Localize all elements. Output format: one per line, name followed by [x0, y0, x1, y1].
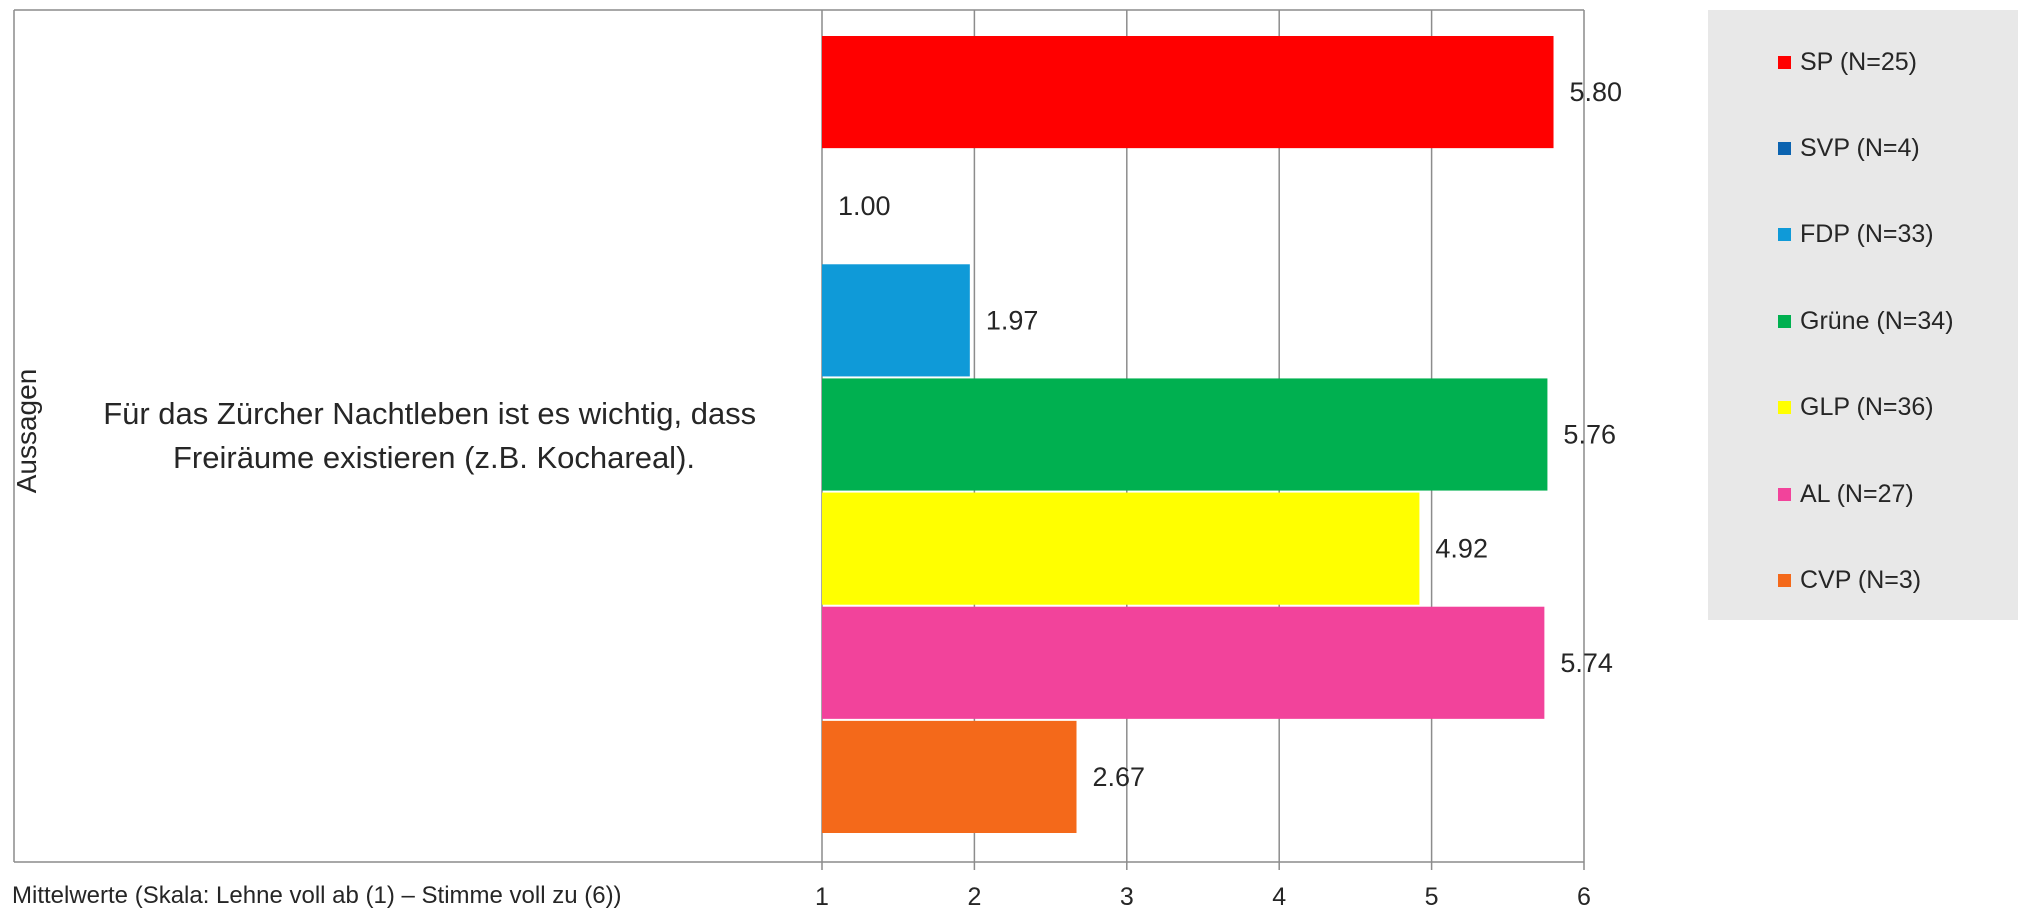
legend-swatch-svp — [1778, 142, 1791, 155]
legend-swatch-glp — [1778, 401, 1791, 414]
data-label-fdp: 1.97 — [986, 305, 1039, 335]
legend-label-cvp: CVP (N=3) — [1800, 566, 1922, 594]
bar-cvp — [822, 720, 1077, 833]
x-tick-label-4: 4 — [1272, 883, 1286, 911]
bar-gruene — [822, 378, 1548, 491]
data-label-glp: 4.92 — [1435, 534, 1488, 564]
bar-sp — [822, 36, 1554, 149]
legend-label-gruene: Grüne (N=34) — [1800, 307, 1954, 335]
legend-swatch-fdp — [1778, 228, 1791, 241]
data-label-gruene: 5.76 — [1563, 420, 1616, 450]
x-tick-label-5: 5 — [1425, 883, 1439, 911]
legend: SP (N=25) SVP (N=4) FDP (N=33) Grüne (N=… — [1708, 10, 2018, 620]
legend-swatch-sp — [1778, 56, 1791, 69]
bar-glp — [822, 492, 1420, 605]
legend-label-sp: SP (N=25) — [1800, 48, 1917, 76]
x-tick-label-6: 6 — [1577, 883, 1591, 911]
x-tick-labels: 1 2 3 4 5 6 — [815, 883, 1591, 911]
legend-swatch-gruene — [1778, 315, 1791, 328]
legend-label-glp: GLP (N=36) — [1800, 393, 1934, 421]
x-axis-title: Mittelwerte (Skala: Lehne voll ab (1) – … — [12, 882, 622, 909]
x-tick-label-1: 1 — [815, 883, 829, 911]
legend-item-fdp: FDP (N=33) — [1778, 220, 1934, 249]
legend-item-gruene: Grüne (N=34) — [1778, 307, 1954, 336]
legend-label-svp: SVP (N=4) — [1800, 134, 1920, 162]
data-labels: 5.80 1.00 1.97 5.76 4.92 5.74 2.67 — [838, 77, 1622, 792]
legend-swatch-cvp — [1778, 574, 1791, 587]
legend-label-al: AL (N=27) — [1800, 480, 1914, 508]
data-label-cvp: 2.67 — [1093, 762, 1146, 792]
data-label-al: 5.74 — [1560, 648, 1613, 678]
x-tick-label-3: 3 — [1120, 883, 1134, 911]
legend-item-cvp: CVP (N=3) — [1778, 566, 1921, 595]
category-label-line-2: Freiräume existieren (z.B. Kochareal). — [173, 440, 695, 475]
legend-item-svp: SVP (N=4) — [1778, 134, 1920, 163]
y-axis-title: Aussagen — [11, 369, 42, 494]
bars — [822, 36, 1554, 833]
bar-fdp — [822, 264, 970, 377]
plot-frame — [13, 9, 1584, 863]
data-label-svp: 1.00 — [838, 191, 891, 221]
category-label-line-1: Für das Zürcher Nachtleben ist es wichti… — [103, 396, 756, 431]
category-label: Für das Zürcher Nachtleben ist es wichti… — [103, 396, 765, 475]
bar-al — [822, 606, 1545, 719]
legend-item-glp: GLP (N=36) — [1778, 393, 1934, 422]
legend-item-sp: SP (N=25) — [1778, 48, 1917, 77]
data-label-sp: 5.80 — [1570, 77, 1623, 107]
legend-label-fdp: FDP (N=33) — [1800, 220, 1934, 248]
legend-item-al: AL (N=27) — [1778, 480, 1914, 509]
x-tick-label-2: 2 — [967, 883, 981, 911]
legend-swatch-al — [1778, 488, 1791, 501]
